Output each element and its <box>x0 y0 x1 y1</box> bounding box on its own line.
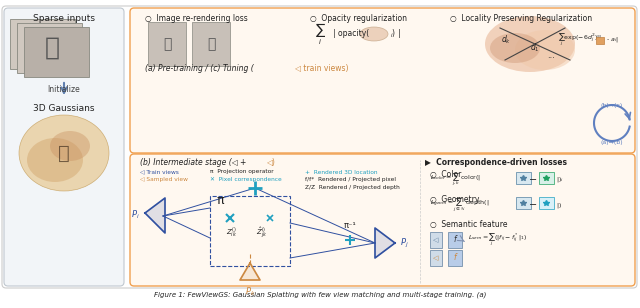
Text: $L_{color} = \sum_{j,k}$ color(|: $L_{color} = \sum_{j,k}$ color(| <box>430 171 481 188</box>
Polygon shape <box>145 198 165 233</box>
Text: ○  Geometry: ○ Geometry <box>430 195 479 204</box>
Text: 🐰: 🐰 <box>45 36 60 60</box>
Text: $P_i$: $P_i$ <box>131 209 140 221</box>
Text: ◁ train views): ◁ train views) <box>295 64 349 73</box>
Text: ◁: ◁ <box>433 255 438 261</box>
Text: f: f <box>454 253 456 262</box>
Text: ○  Color: ○ Color <box>430 170 461 179</box>
Text: ○  Image re-rendering loss: ○ Image re-rendering loss <box>145 14 248 23</box>
Text: +  Rendered 3D location: + Rendered 3D location <box>305 169 378 175</box>
FancyBboxPatch shape <box>516 197 531 209</box>
FancyBboxPatch shape <box>430 232 442 248</box>
Text: $_{i}$) |: $_{i}$) | <box>390 27 401 40</box>
FancyBboxPatch shape <box>192 22 230 66</box>
Text: $d_1$: $d_1$ <box>530 42 540 54</box>
Text: ...: ... <box>547 51 555 60</box>
Text: π⁻¹: π⁻¹ <box>344 221 356 230</box>
Text: (b)→(c): (b)→(c) <box>601 103 623 108</box>
FancyBboxPatch shape <box>448 232 462 248</box>
Text: (a) Pre-training / (c) Tuning (: (a) Pre-training / (c) Tuning ( <box>145 64 253 73</box>
Text: (b) Intermediate stage (◁ +: (b) Intermediate stage (◁ + <box>140 158 249 167</box>
Text: −: − <box>529 200 537 210</box>
Polygon shape <box>240 263 260 280</box>
FancyBboxPatch shape <box>148 22 186 66</box>
Text: $L_{geom} = \sum_{j \in \mathbb{N}}$ depth(|: $L_{geom} = \sum_{j \in \mathbb{N}}$ dep… <box>430 196 490 214</box>
Text: π  Projection operator: π Projection operator <box>210 169 274 175</box>
FancyBboxPatch shape <box>2 6 637 288</box>
Text: $d_k$: $d_k$ <box>501 34 511 46</box>
Text: ○  Semantic feature: ○ Semantic feature <box>430 220 508 229</box>
Ellipse shape <box>50 131 90 161</box>
Text: ○  Opacity regularization: ○ Opacity regularization <box>310 14 407 23</box>
FancyBboxPatch shape <box>448 250 462 266</box>
Text: 🐰: 🐰 <box>58 144 70 163</box>
FancyBboxPatch shape <box>539 197 554 209</box>
Text: Initialize: Initialize <box>47 84 81 94</box>
Text: ✕  Pixel correspondence: ✕ Pixel correspondence <box>210 177 282 183</box>
Text: |$)_i$: |$)_i$ <box>556 176 564 184</box>
FancyBboxPatch shape <box>24 27 89 77</box>
Text: $P_j$: $P_j$ <box>400 237 409 249</box>
Ellipse shape <box>27 138 83 182</box>
Ellipse shape <box>485 16 575 72</box>
Text: 🐰: 🐰 <box>163 37 171 51</box>
Text: (a)→(b): (a)→(b) <box>601 140 623 145</box>
Text: Sparse inputs: Sparse inputs <box>33 14 95 23</box>
Text: - $a_i$|: - $a_i$| <box>606 35 619 44</box>
Text: ◁ Train views: ◁ Train views <box>140 169 179 175</box>
Polygon shape <box>375 228 395 258</box>
FancyBboxPatch shape <box>10 19 75 69</box>
Text: −: − <box>529 175 537 185</box>
Text: $\sum_{i}$: $\sum_{i}$ <box>315 21 326 47</box>
Text: ▶  Correspondence-driven losses: ▶ Correspondence-driven losses <box>425 158 567 167</box>
Text: ◁): ◁) <box>267 158 276 167</box>
Text: ○  Locality Preserving Regularization: ○ Locality Preserving Regularization <box>450 14 592 23</box>
Ellipse shape <box>19 115 109 191</box>
Text: $Z_{ik}^{()}$: $Z_{ik}^{()}$ <box>227 226 237 240</box>
Ellipse shape <box>490 33 540 63</box>
Text: Z/Z̃  Rendered / Projected depth: Z/Z̃ Rendered / Projected depth <box>305 185 400 191</box>
Text: 3D Gaussians: 3D Gaussians <box>33 104 95 113</box>
FancyBboxPatch shape <box>596 37 604 44</box>
Ellipse shape <box>360 27 388 41</box>
Text: π: π <box>216 193 224 206</box>
Text: ◁ Sampled view: ◁ Sampled view <box>140 177 188 183</box>
FancyBboxPatch shape <box>17 23 82 73</box>
Text: $L_{sem} = \sum_{j}(|f_{ij} - f_{ij}^*|_1)$: $L_{sem} = \sum_{j}(|f_{ij} - f_{ij}^*|_… <box>468 231 527 249</box>
FancyBboxPatch shape <box>516 172 531 184</box>
FancyBboxPatch shape <box>539 172 554 184</box>
Text: 🐰: 🐰 <box>207 37 215 51</box>
FancyBboxPatch shape <box>430 250 442 266</box>
Text: f/f*  Rendered / Projected pixel: f/f* Rendered / Projected pixel <box>305 177 396 183</box>
Text: Figure 1: FewViewGS: Gaussian Splatting with few view matching and multi-stage t: Figure 1: FewViewGS: Gaussian Splatting … <box>154 292 486 298</box>
Text: f: f <box>454 236 456 245</box>
Text: $P_k$: $P_k$ <box>244 285 255 298</box>
Text: $\sum_{j}$exp($-6d_j^2$)||: $\sum_{j}$exp($-6d_j^2$)|| <box>558 31 602 49</box>
Text: $\hat{Z}_{jk}^{()}$: $\hat{Z}_{jk}^{()}$ <box>256 225 268 241</box>
Ellipse shape <box>515 30 575 70</box>
Text: ◁: ◁ <box>433 237 438 243</box>
FancyBboxPatch shape <box>4 8 124 286</box>
Text: | opacity(: | opacity( <box>333 30 369 38</box>
FancyBboxPatch shape <box>130 8 635 153</box>
Text: |$)$: |$)$ <box>556 201 562 209</box>
FancyBboxPatch shape <box>130 154 635 286</box>
